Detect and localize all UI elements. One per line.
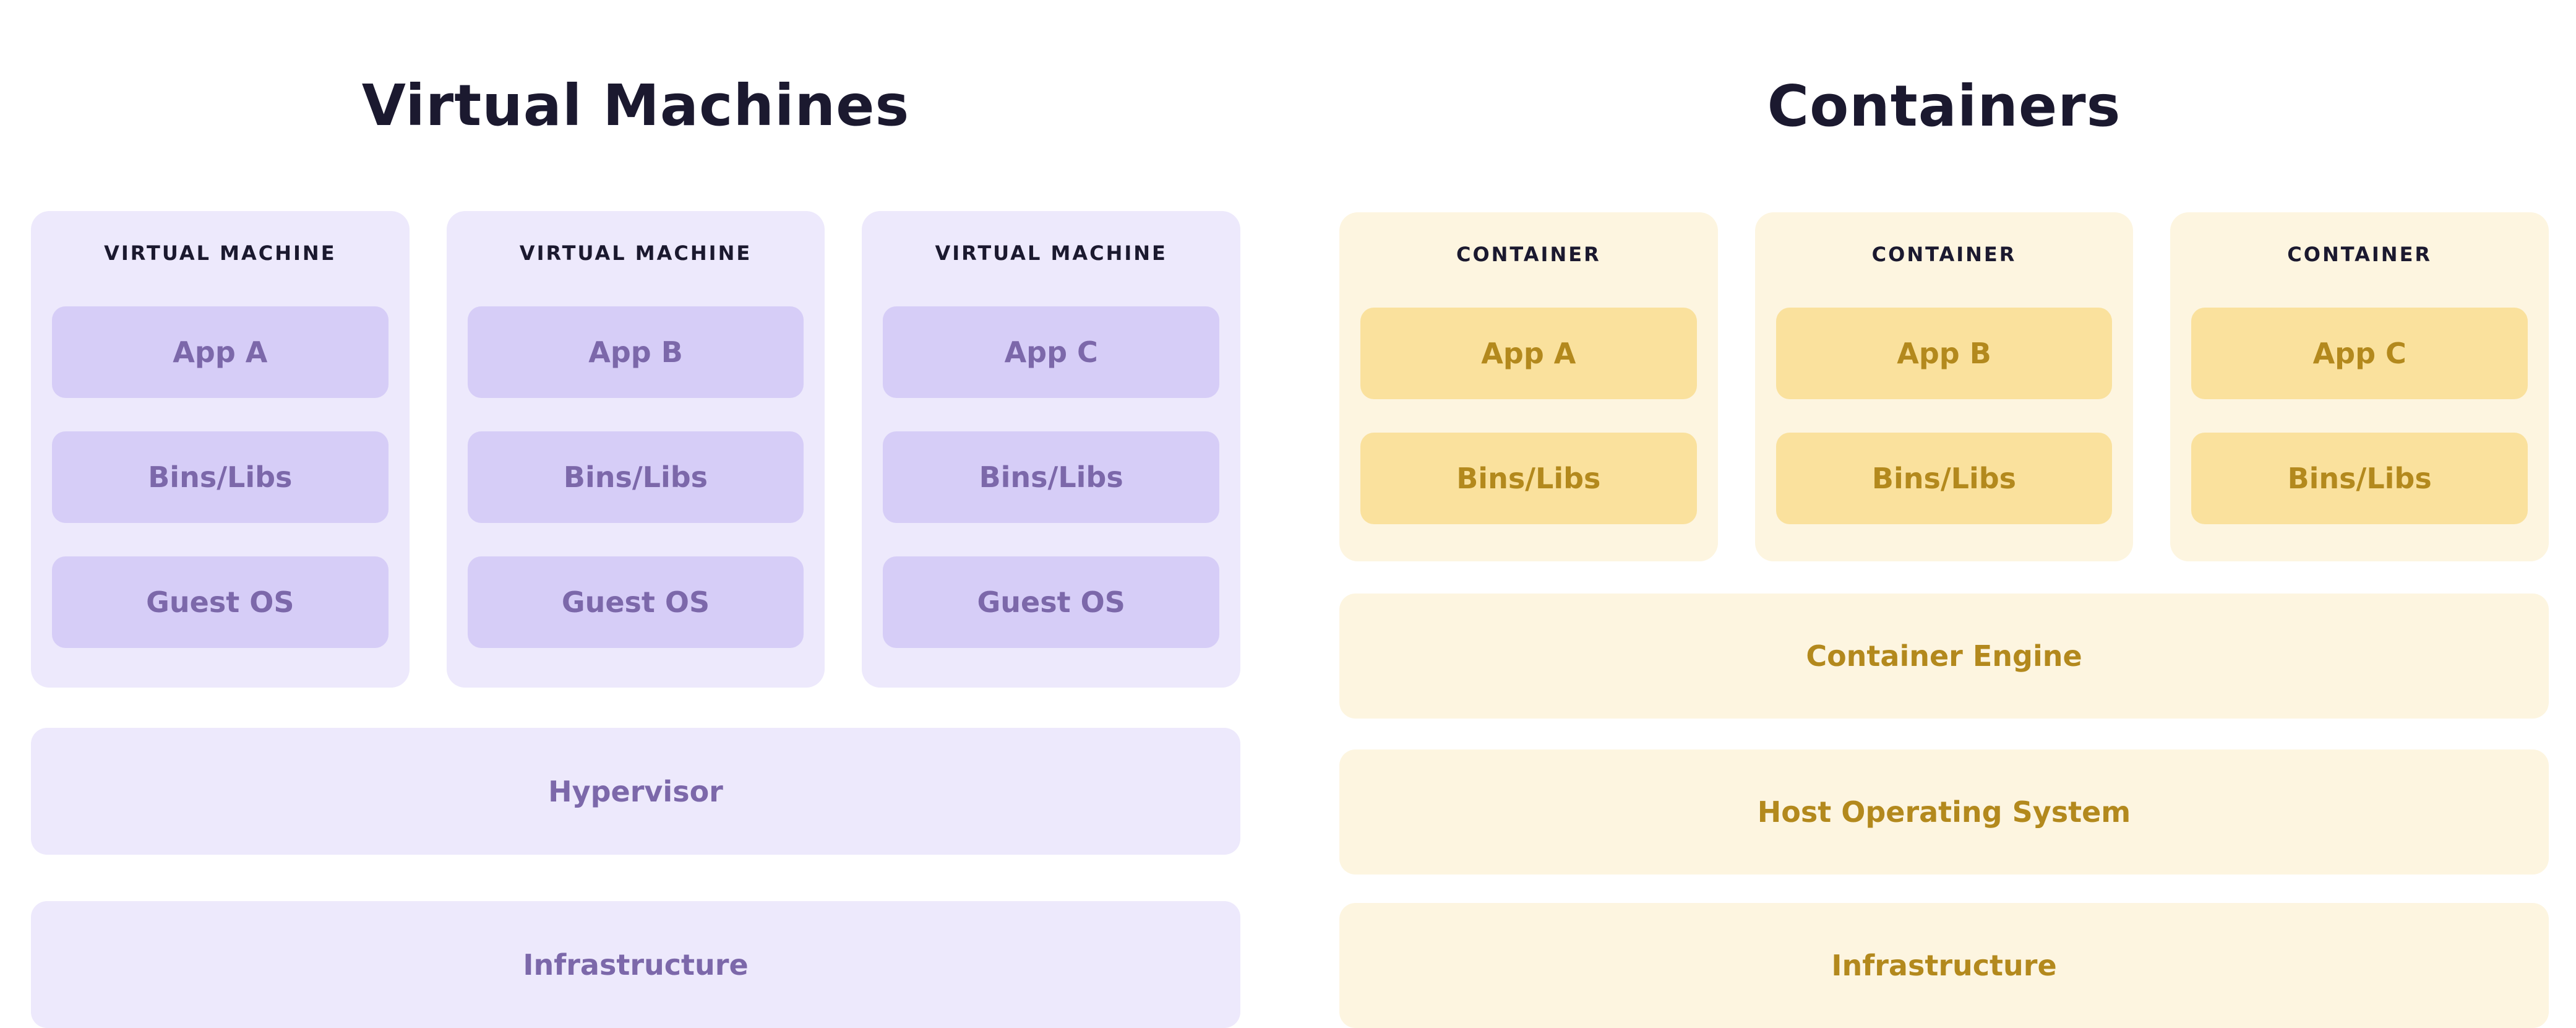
- vm-block-app-c: App C: [883, 306, 1220, 398]
- vm-card-label: VIRTUAL MACHINE: [519, 241, 752, 265]
- virtual-machine-card-1: VIRTUAL MACHINE App A Bins/Libs Guest OS: [31, 211, 410, 688]
- virtual-machines-title: Virtual Machines: [361, 72, 910, 139]
- host-operating-system-bar: Host Operating System: [1339, 749, 2549, 875]
- container-block-app-c: App C: [2191, 308, 2528, 399]
- vm-card-label: VIRTUAL MACHINE: [935, 241, 1167, 265]
- vm-block-app-a: App A: [52, 306, 389, 398]
- virtual-machine-card-3: VIRTUAL MACHINE App C Bins/Libs Guest OS: [862, 211, 1241, 688]
- vm-block-bins-libs: Bins/Libs: [467, 431, 804, 523]
- container-card-label: CONTAINER: [1871, 243, 2017, 266]
- virtual-machines-section: Virtual Machines VIRTUAL MACHINE App A B…: [31, 0, 1241, 1028]
- container-block-app-b: App B: [1775, 308, 2113, 399]
- container-card-label: CONTAINER: [1456, 243, 1601, 266]
- vm-block-app-b: App B: [467, 306, 804, 398]
- vm-cards-row: VIRTUAL MACHINE App A Bins/Libs Guest OS…: [31, 211, 1241, 688]
- containers-title: Containers: [1767, 73, 2121, 139]
- containers-infrastructure-bar: Infrastructure: [1339, 903, 2549, 1028]
- container-card-1: CONTAINER App A Bins/Libs: [1339, 212, 1718, 561]
- container-card-3: CONTAINER App C Bins/Libs: [2170, 212, 2549, 561]
- container-cards-row: CONTAINER App A Bins/Libs CONTAINER App …: [1339, 212, 2549, 561]
- vm-block-bins-libs: Bins/Libs: [52, 431, 389, 523]
- container-block-bins-libs: Bins/Libs: [1360, 433, 1697, 524]
- container-block-app-a: App A: [1360, 308, 1697, 399]
- vm-block-guest-os: Guest OS: [467, 556, 804, 648]
- container-block-bins-libs: Bins/Libs: [1775, 433, 2113, 524]
- virtual-machine-card-2: VIRTUAL MACHINE App B Bins/Libs Guest OS: [446, 211, 825, 688]
- vm-block-bins-libs: Bins/Libs: [883, 431, 1220, 523]
- container-card-2: CONTAINER App B Bins/Libs: [1754, 212, 2134, 561]
- container-block-bins-libs: Bins/Libs: [2191, 433, 2528, 524]
- vm-block-guest-os: Guest OS: [883, 556, 1220, 648]
- vm-block-guest-os: Guest OS: [52, 556, 389, 648]
- containers-section: Containers CONTAINER App A Bins/Libs CON…: [1339, 0, 2549, 1028]
- container-card-label: CONTAINER: [2287, 243, 2432, 266]
- vm-card-label: VIRTUAL MACHINE: [104, 241, 337, 265]
- container-engine-bar: Container Engine: [1339, 594, 2549, 719]
- vm-infrastructure-bar: Infrastructure: [31, 901, 1240, 1028]
- hypervisor-bar: Hypervisor: [31, 728, 1240, 855]
